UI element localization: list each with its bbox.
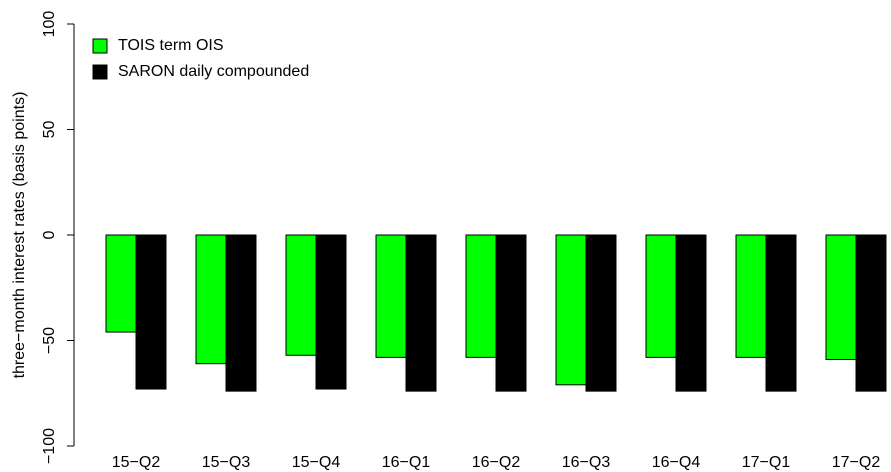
bar: [135, 234, 167, 390]
bar: [405, 234, 437, 392]
y-tick-label: −100: [41, 428, 58, 464]
bar: [285, 234, 317, 356]
x-tick-label: 17−Q2: [832, 454, 881, 471]
bar: [375, 234, 407, 358]
x-tick-label: 15−Q2: [112, 454, 161, 471]
bar: [825, 234, 857, 360]
x-tick-label: 16−Q2: [472, 454, 521, 471]
x-tick-label: 17−Q1: [742, 454, 791, 471]
y-tick-label: −50: [41, 327, 58, 354]
bar: [765, 234, 797, 392]
x-tick-label: 15−Q4: [292, 454, 341, 471]
x-tick-label: 16−Q3: [562, 454, 611, 471]
bar: [465, 234, 497, 358]
x-tick-label: 16−Q4: [652, 454, 701, 471]
legend-swatch: [92, 38, 108, 54]
x-tick-label: 15−Q3: [202, 454, 251, 471]
y-tick-label: 0: [41, 230, 58, 239]
legend-label: SARON daily compounded: [118, 63, 309, 80]
legend-label: TOIS term OIS: [118, 37, 224, 54]
legend-swatch: [92, 64, 108, 80]
bar: [585, 234, 617, 392]
y-tick-label: 100: [41, 11, 58, 38]
bar: [105, 234, 137, 333]
bar: [675, 234, 707, 392]
bar: [645, 234, 677, 358]
x-tick-label: 16−Q1: [382, 454, 431, 471]
y-tick-label: 50: [41, 121, 58, 139]
bar: [225, 234, 257, 392]
bar: [735, 234, 767, 358]
y-axis-label: three−month interest rates (basis points…: [11, 92, 28, 379]
bar: [315, 234, 347, 390]
bar: [555, 234, 587, 386]
bar: [495, 234, 527, 392]
bar: [195, 234, 227, 365]
bar: [855, 234, 887, 392]
